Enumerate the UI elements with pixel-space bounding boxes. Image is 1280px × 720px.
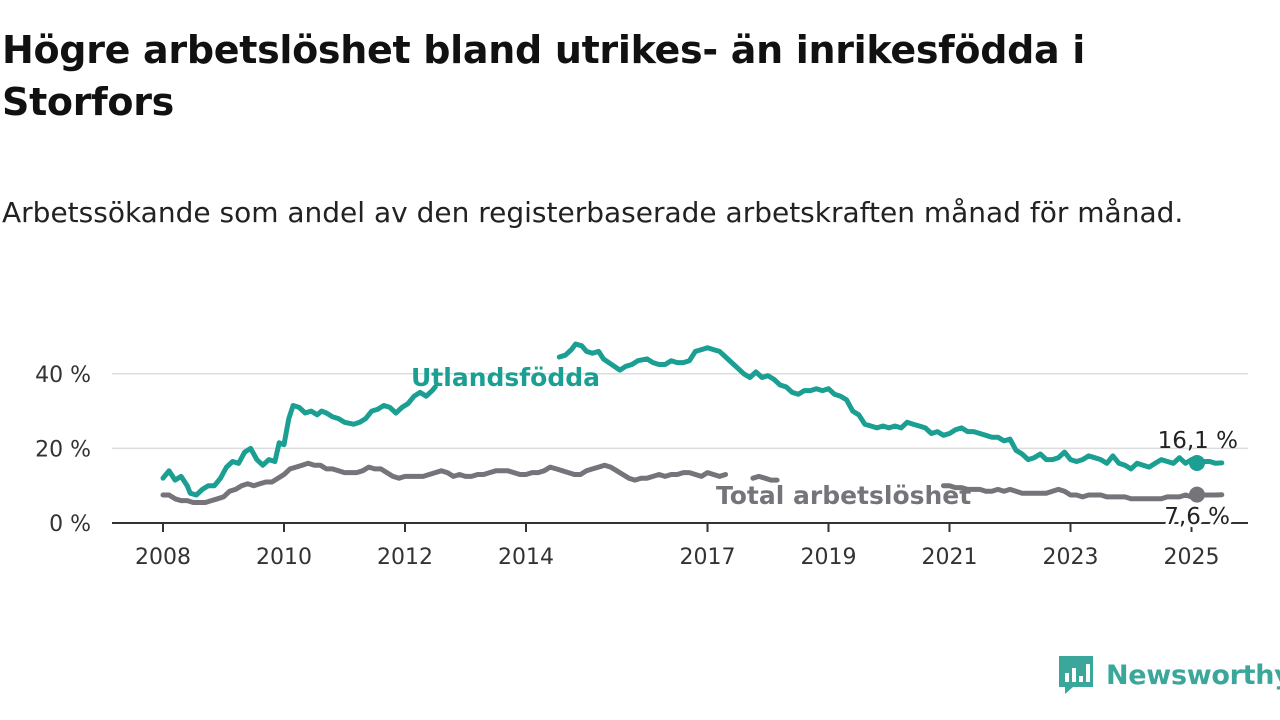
x-tick-label: 2019 — [801, 545, 857, 570]
x-tick-label: 2017 — [680, 545, 736, 570]
end-value-label-total: 7,6 % — [1164, 504, 1230, 530]
y-axis-ticks: 0 % 20 % 40 % — [35, 363, 91, 537]
series-lines — [160, 341, 1225, 505]
series-label-foreign: Utlandsfödda — [411, 363, 600, 392]
y-tick-label: 0 % — [49, 512, 91, 537]
x-tick-label: 2010 — [256, 545, 312, 570]
gridlines — [112, 373, 1248, 524]
y-tick-label: 40 % — [35, 363, 91, 388]
series-label-total: Total arbetslöshet — [716, 481, 971, 510]
series-labels: Utlandsfödda Total arbetslöshet 16,1 % 7,6 … — [411, 363, 1238, 533]
y-tick-label: 20 % — [35, 437, 91, 462]
end-marker-total — [1189, 486, 1205, 503]
x-tick-label: 2025 — [1164, 545, 1220, 570]
x-tick-label: 2023 — [1043, 545, 1099, 570]
series-line-total — [160, 460, 1225, 505]
brand-name: Newsworthy — [1106, 659, 1280, 691]
chart-title: Högre arbetslöshet bland utrikes- än inr… — [2, 28, 1085, 124]
newsworthy-logo-icon — [1059, 656, 1093, 694]
line-chart: 0 % 20 % 40 % 2008 2010 2012 2014 2017 2019 2021… — [35, 341, 1248, 570]
x-axis-ticks: 2008 2010 2012 2014 2017 2019 2021 2023 2025 — [135, 523, 1220, 570]
series-line-foreign — [160, 341, 1225, 498]
x-tick-label: 2021 — [922, 545, 978, 570]
end-value-label-foreign: 16,1 % — [1158, 428, 1238, 454]
end-marker-foreign — [1189, 454, 1205, 471]
chart-subtitle: Arbetssökande som andel av den registerb… — [2, 196, 1184, 229]
x-tick-label: 2008 — [135, 545, 191, 570]
brand-logo: Newsworthy — [1058, 654, 1280, 696]
x-tick-label: 2012 — [377, 545, 433, 570]
x-tick-label: 2014 — [498, 545, 554, 570]
